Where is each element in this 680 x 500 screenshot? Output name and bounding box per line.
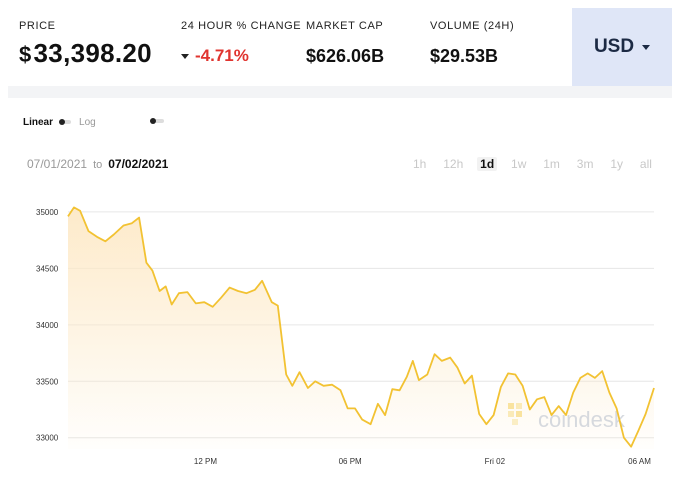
range-end-date[interactable]: 07/02/2021: [108, 157, 169, 171]
scale-toggle-group: Linear Log: [23, 115, 102, 129]
y-tick-label: 33000: [36, 434, 59, 443]
chevron-down-icon: [642, 45, 651, 50]
scale-toggle[interactable]: [59, 119, 72, 125]
y-tick-label: 34500: [36, 264, 59, 273]
volume-value: $29.53B: [430, 46, 499, 66]
price-chart[interactable]: 33000 33500 34000 34500 35000 12 PM 06 PM Fri …: [0, 195, 680, 500]
x-axis: 12 PM 06 PM Fri 02 06 AM: [194, 457, 651, 466]
x-tick-label: 06 PM: [339, 457, 362, 466]
toggle-knob: [59, 119, 66, 125]
period-1d[interactable]: 1d: [477, 157, 498, 171]
price-area-fill: [68, 207, 654, 449]
period-1w[interactable]: 1w: [511, 157, 527, 171]
x-tick-label: Fri 02: [485, 457, 506, 466]
change-stat: 24 HOUR % CHANGE -4.71%: [181, 20, 301, 66]
period-3m[interactable]: 3m: [576, 157, 594, 171]
coindesk-logo-icon: [508, 403, 522, 425]
price-value: $33,398.20: [19, 38, 152, 69]
y-tick-label: 35000: [36, 208, 59, 217]
y-tick-label: 33500: [36, 377, 59, 386]
price-label: PRICE: [19, 20, 56, 32]
x-tick-label: 12 PM: [194, 457, 217, 466]
stats-divider: [8, 86, 672, 98]
currency-label: USD: [593, 36, 635, 57]
watermark-text: coindesk: [538, 407, 626, 432]
price-amount: 33,398.20: [33, 38, 152, 68]
date-range: 07/01/2021 to 07/02/2021: [27, 157, 168, 171]
stats-header: PRICE $33,398.20 24 HOUR % CHANGE -4.71%…: [0, 0, 680, 100]
market-cap-stat: MARKET CAP $626.06B: [306, 20, 384, 67]
y-axis: 33000 33500 34000 34500 35000: [36, 208, 59, 443]
x-tick-label: 06 AM: [628, 457, 651, 466]
period-1h[interactable]: 1h: [413, 157, 427, 171]
range-start-date[interactable]: 07/01/2021: [27, 157, 88, 171]
market-cap-label: MARKET CAP: [306, 20, 384, 32]
period-12h[interactable]: 12h: [443, 157, 464, 171]
change-percent: -4.71%: [195, 46, 249, 65]
change-label: 24 HOUR % CHANGE: [181, 20, 302, 32]
currency-dropdown[interactable]: USD: [572, 8, 672, 86]
period-all[interactable]: all: [639, 157, 652, 171]
volume-label: VOLUME (24H): [430, 20, 515, 32]
range-separator: to: [93, 159, 103, 171]
period-selector: 1h 12h 1d 1w 1m 3m 1y all: [410, 157, 655, 171]
period-1y[interactable]: 1y: [610, 157, 624, 171]
market-cap-value: $626.06B: [306, 46, 385, 66]
secondary-toggle[interactable]: [150, 118, 164, 124]
volume-stat: VOLUME (24H) $29.53B: [430, 20, 514, 67]
coindesk-watermark: coindesk: [508, 403, 626, 432]
price-stat: PRICE $33,398.20: [19, 20, 152, 69]
down-caret-icon: [181, 53, 189, 59]
price-line: [67, 206, 655, 448]
y-tick-label: 34000: [36, 321, 59, 330]
period-1m[interactable]: 1m: [543, 157, 560, 171]
scale-option-log[interactable]: Log: [79, 116, 96, 128]
scale-option-linear[interactable]: Linear: [23, 116, 54, 128]
price-currency-symbol: $: [19, 42, 32, 67]
toggle-knob: [150, 118, 156, 124]
change-value: -4.71%: [181, 46, 301, 66]
